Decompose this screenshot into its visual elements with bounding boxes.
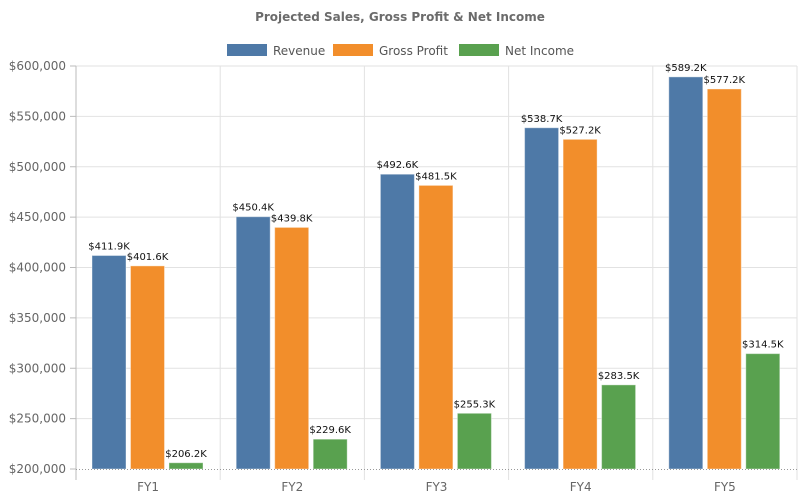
data-label: $450.4K — [232, 203, 274, 214]
x-tick-label: FY5 — [714, 480, 736, 494]
bar-net-income — [168, 462, 204, 470]
y-tick-label: $400,000 — [9, 261, 66, 275]
legend-swatch — [227, 44, 267, 56]
data-label: $481.5K — [415, 171, 457, 182]
bar-net-income — [745, 353, 781, 470]
bar-net-income — [456, 412, 492, 470]
y-tick-label: $500,000 — [9, 160, 66, 174]
bar-revenue — [379, 173, 415, 470]
x-tick-label: FY4 — [570, 480, 592, 494]
bar-gross-profit — [706, 88, 742, 470]
y-tick-label: $300,000 — [9, 361, 66, 375]
legend-label: Gross Profit — [379, 44, 448, 58]
data-label: $401.6K — [127, 252, 169, 263]
legend-swatch — [459, 44, 499, 56]
bar-net-income — [601, 384, 637, 470]
data-label: $589.2K — [665, 63, 707, 74]
y-tick-label: $250,000 — [9, 412, 66, 426]
legend-label: Revenue — [273, 44, 325, 58]
bar-revenue — [235, 216, 271, 470]
legend-swatch — [333, 44, 373, 56]
x-tick-label: FY2 — [281, 480, 303, 494]
bar-gross-profit — [418, 184, 454, 470]
chart-title: Projected Sales, Gross Profit & Net Inco… — [255, 10, 545, 24]
data-label: $283.5K — [598, 371, 640, 382]
bar-net-income — [312, 438, 348, 470]
legend: Revenue Gross Profit Net Income — [227, 44, 574, 58]
data-label: $255.3K — [454, 399, 496, 410]
data-label: $314.5K — [742, 340, 784, 351]
data-label: $439.8K — [271, 213, 313, 224]
bar-gross-profit — [130, 265, 165, 470]
data-label: $492.6K — [377, 160, 419, 171]
bars: $411.9K $450.4K $492.6K $538.7K $589.2K $401.… — [88, 63, 784, 470]
bar-gross-profit — [274, 226, 310, 470]
axes: $200,000 $250,000 $300,000 $350,000 $400,000… — [9, 59, 797, 494]
data-label: $527.2K — [559, 125, 601, 136]
data-label: $206.2K — [165, 449, 207, 460]
data-label: $411.9K — [88, 242, 130, 253]
data-label: $538.7K — [521, 114, 563, 125]
y-tick-label: $550,000 — [9, 109, 66, 123]
x-tick-label: FY1 — [137, 480, 159, 494]
bar-gross-profit — [562, 138, 598, 470]
y-tick-label: $450,000 — [9, 210, 66, 224]
data-label: $229.6K — [309, 425, 351, 436]
y-tick-label: $600,000 — [9, 59, 66, 73]
y-tick-label: $350,000 — [9, 311, 66, 325]
data-label: $577.2K — [704, 75, 746, 86]
bar-revenue — [668, 76, 704, 470]
y-tick-label: $200,000 — [9, 462, 66, 476]
legend-label: Net Income — [505, 44, 574, 58]
x-tick-label: FY3 — [426, 480, 448, 494]
bar-revenue — [524, 127, 560, 470]
bar-revenue — [91, 255, 127, 470]
